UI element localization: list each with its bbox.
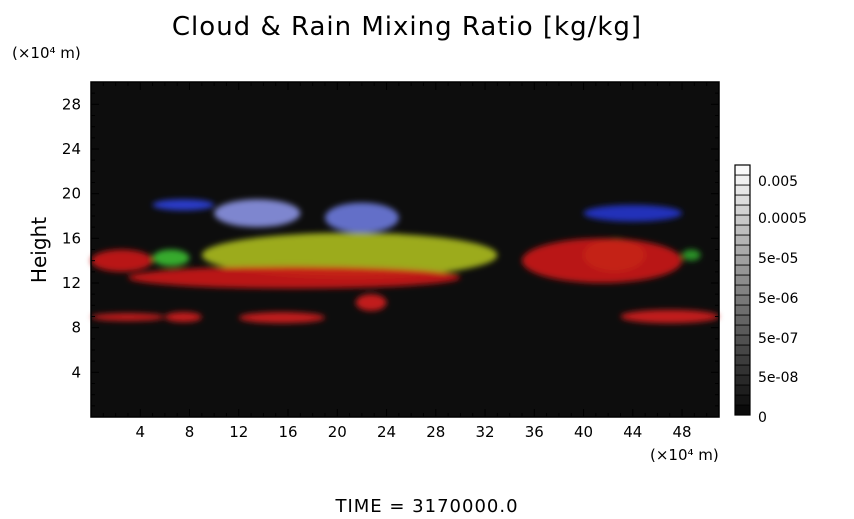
colorbar-cell [734,204,751,216]
x-tick-label: 48 [673,423,692,441]
colorbar-cell [734,354,751,366]
y-tick-label: 8 [71,319,81,337]
x-tick-label: 44 [623,423,642,441]
field-region [324,202,399,233]
colorbar-label: 0.0005 [758,211,807,227]
colorbar-cell [734,364,751,376]
x-tick-label: 12 [229,423,248,441]
colorbar-label: 5e-05 [758,251,798,267]
colorbar-cell [734,324,751,336]
x-axis-unit: (×10⁴ m) [650,446,719,464]
colorbar-cell [734,294,751,306]
colorbar-cell [734,304,751,316]
colorbar-cell [734,264,751,276]
y-tick-label: 24 [62,140,81,158]
colorbar-cell [734,384,751,396]
colorbar-cell [734,254,751,266]
colorbar-cell [734,164,751,176]
field-region [238,312,325,324]
colorbar-cell [734,314,751,326]
field-region [164,312,202,323]
y-tick-label: 4 [71,363,81,381]
colorbar-cell [734,394,751,406]
field-region [521,238,683,283]
colorbar-cell [734,374,751,386]
field-region [214,199,301,228]
colorbar-label: 5e-07 [758,331,798,347]
colorbar-label: 0.005 [758,174,798,190]
colorbar-cell [734,344,751,356]
x-tick-label: 8 [185,423,195,441]
chart-title: Cloud & Rain Mixing Ratio [kg/kg] [171,12,643,42]
colorbar-cell [734,244,751,256]
x-tick-label: 16 [278,423,297,441]
colorbar-label: 0 [758,410,767,426]
x-tick-label: 20 [328,423,347,441]
colorbar-cell [734,214,751,226]
y-axis-label: Height [27,217,51,283]
x-tick-label: 24 [377,423,396,441]
colorbar-cell [734,404,751,416]
colorbar-cell [734,174,751,186]
x-tick-label: 32 [475,423,494,441]
x-tick-label: 28 [426,423,445,441]
field-region [152,249,190,267]
x-tick-label: 40 [574,423,593,441]
y-axis-unit: (×10⁴ m) [12,44,81,62]
colorbar-cell [734,184,751,196]
field-region [682,249,701,261]
y-tick-label: 12 [62,274,81,292]
colorbar-cell [734,224,751,236]
field-region [91,313,165,321]
field-region [201,232,498,278]
x-tick-label: 4 [135,423,145,441]
colorbar-cell [734,284,751,296]
colorbar-cell [734,234,751,246]
field-region [91,249,153,272]
field-region [620,309,720,324]
colorbar-label: 5e-08 [758,370,798,386]
x-tick-label: 36 [525,423,544,441]
field-region [583,204,683,222]
colorbar-cell [734,274,751,286]
y-tick-label: 20 [62,185,81,203]
field-region [127,266,461,289]
colorbar-cell [734,194,751,206]
y-tick-label: 16 [62,229,81,247]
colorbar-cell [734,334,751,346]
colorbar-label: 5e-06 [758,291,798,307]
time-label: TIME = 3170000.0 [335,496,519,517]
field-region [355,294,387,311]
field-region [152,199,215,211]
y-tick-label: 28 [62,95,81,113]
colorbar-frame [734,164,751,416]
